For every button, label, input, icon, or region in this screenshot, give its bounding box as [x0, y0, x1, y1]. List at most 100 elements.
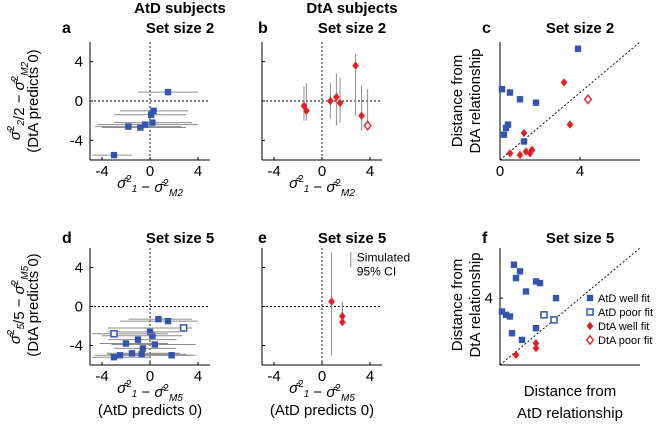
- data-point: [532, 325, 540, 332]
- legend-label: DtA well fit: [598, 321, 649, 333]
- data-point: [110, 354, 118, 361]
- data-point: [506, 149, 514, 158]
- y-axis-label: Distance from: [449, 259, 466, 352]
- data-point: [574, 45, 582, 52]
- panel-letter: e: [258, 230, 267, 247]
- data-point: [532, 344, 540, 353]
- x-axis-note: (AtD predicts 0): [98, 402, 202, 419]
- series-atd-well-fit: [498, 261, 560, 344]
- panel-letter: f: [482, 230, 488, 247]
- panel-title: Set size 2: [146, 20, 214, 37]
- y-axis-label-group: Distance from DtA relationship: [449, 252, 484, 357]
- series-dta-well-fit: [300, 53, 365, 131]
- series-dta-well-fit: [506, 78, 574, 160]
- data-point: [520, 128, 528, 138]
- data-point: [498, 86, 506, 93]
- x-axis-note: AtD relationship: [517, 405, 623, 422]
- data-point: [540, 311, 548, 319]
- legend-label: AtD poor fit: [598, 307, 653, 319]
- y-tick-label: 0: [75, 299, 83, 316]
- panel-letter: c: [482, 20, 491, 37]
- data-point: [502, 311, 510, 319]
- y-axis-label-group: σ̂25/5 − σ̂2M5(DtA predicts 0): [6, 253, 42, 356]
- data-point: [528, 145, 536, 155]
- data-point: [328, 297, 335, 306]
- x-tick-label: 0: [318, 163, 326, 180]
- y-tick-label: 4: [485, 290, 493, 307]
- data-point: [150, 107, 157, 115]
- x-tick-label: -4: [95, 368, 108, 385]
- x-axis-label: σ̂21 − σ̂2M5: [289, 379, 355, 404]
- data-point: [116, 352, 124, 359]
- data-point: [526, 149, 534, 158]
- data-point: [506, 89, 514, 96]
- data-point: [506, 313, 514, 320]
- data-point: [149, 332, 156, 339]
- series-atd-well-fit: [498, 45, 582, 145]
- data-point: [512, 274, 520, 282]
- data-point: [536, 279, 544, 287]
- data-point: [137, 124, 144, 131]
- data-point: [168, 352, 175, 359]
- data-point: [504, 121, 512, 128]
- data-point: [339, 317, 346, 327]
- x-tick-label: -4: [95, 163, 108, 180]
- legend-label: AtD well fit: [598, 293, 650, 305]
- y-axis-note: DtA relationship: [467, 252, 484, 357]
- y-tick-label: -4: [70, 338, 83, 355]
- legend-marker: [586, 308, 594, 316]
- panel-title: Set size 2: [318, 20, 386, 37]
- y-axis-label: Distance from: [449, 55, 466, 148]
- x-tick-label: 4: [194, 368, 202, 385]
- identity-diagonal-line: [499, 247, 641, 366]
- data-point: [516, 96, 524, 103]
- legend-marker: [586, 294, 594, 302]
- data-point: [512, 350, 520, 360]
- x-tick-label: -4: [267, 368, 280, 385]
- data-point: [303, 106, 310, 116]
- data-point: [518, 336, 526, 344]
- panel-b: -4 0 4 b Set size 2 σ̂21 − σ̂2M2: [258, 20, 386, 199]
- panel-title: Set size 5: [546, 230, 614, 247]
- data-point: [110, 151, 118, 159]
- data-point: [516, 150, 524, 160]
- legend-fit-quality: AtD well fit AtD poor fit DtA well fit DtA …: [585, 293, 653, 347]
- data-point: [164, 88, 172, 96]
- data-point: [560, 78, 568, 87]
- data-point: [522, 288, 530, 295]
- column-titles: AtD subjects DtA subjects: [134, 0, 397, 17]
- data-point: [125, 123, 132, 130]
- data-point: [333, 92, 340, 102]
- x-axis-label: σ̂21 − σ̂2M2: [117, 174, 183, 199]
- data-point: [510, 261, 518, 268]
- series-dta-poor-fit: [583, 93, 593, 105]
- panel-c: 0 4 c Set size 2 Distance from DtA relationsh…: [449, 20, 641, 180]
- x-tick-label: 0: [318, 368, 326, 385]
- y-axis-note: (DtA predicts 0): [25, 253, 42, 356]
- legend-label: 95% CI: [357, 265, 396, 279]
- series-atd-poor-fit: [92, 324, 192, 338]
- data-point: [339, 312, 346, 321]
- data-point: [146, 328, 154, 336]
- y-tick-label: 0: [75, 93, 83, 110]
- data-point: [151, 341, 158, 348]
- data-point: [520, 138, 528, 145]
- data-point: [149, 119, 156, 126]
- data-point: [500, 131, 508, 138]
- data-point: [134, 336, 142, 343]
- data-point: [532, 278, 540, 285]
- y-axis-note: (DtA predicts 0): [25, 49, 42, 152]
- column-title-atd: AtD subjects: [134, 0, 226, 17]
- data-point: [552, 294, 560, 302]
- x-axis-label: σ̂21 − σ̂2M2: [289, 174, 355, 199]
- legend-marker: [586, 321, 594, 331]
- series-atd-well-fit: [92, 88, 198, 159]
- series-dta-poor-fit: [363, 89, 372, 131]
- data-point: [327, 96, 334, 106]
- data-point: [122, 340, 130, 347]
- data-point: [508, 330, 516, 337]
